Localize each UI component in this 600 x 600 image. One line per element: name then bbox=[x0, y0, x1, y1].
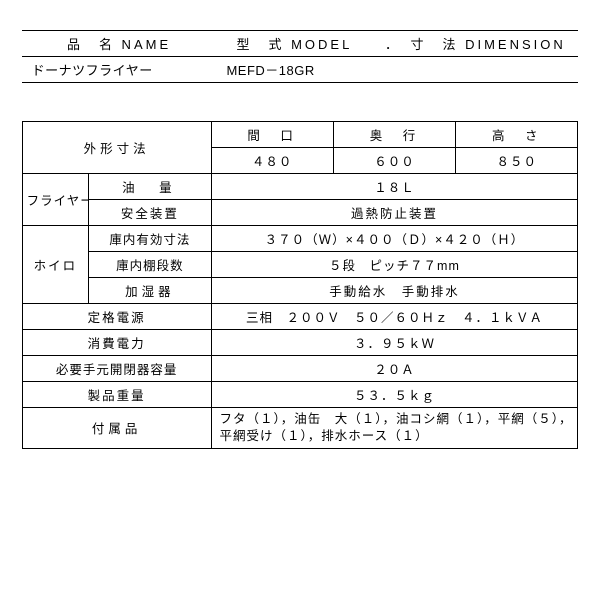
table-row: ホイロ 庫内有効寸法 ３７０（Ｗ）×４００（Ｄ）×４２０（Ｈ） bbox=[22, 226, 578, 252]
consumption-value: ３．９５ｋＷ bbox=[211, 330, 578, 356]
external-dim-label: 外形寸法 bbox=[22, 122, 211, 174]
depth-value: ６００ bbox=[333, 148, 455, 174]
internal-dim-label: 庫内有効寸法 bbox=[89, 226, 211, 252]
height-value: ８５０ bbox=[456, 148, 578, 174]
height-label: 高 さ bbox=[456, 122, 578, 148]
accessories-value: フタ（１），油缶 大（１），油コシ網（１），平網（５），平網受け（１），排水ホー… bbox=[211, 408, 578, 449]
table-row: フライヤー 油 量 １８Ｌ bbox=[22, 174, 578, 200]
table-row: 付属品 フタ（１），油缶 大（１），油コシ網（１），平網（５），平網受け（１），… bbox=[22, 408, 578, 449]
model-value: MEFD－18GR bbox=[216, 57, 578, 83]
oil-qty-label: 油 量 bbox=[89, 174, 211, 200]
breaker-label: 必要手元開閉器容量 bbox=[22, 356, 211, 382]
width-label: 間 口 bbox=[211, 122, 333, 148]
table-row: 必要手元開閉器容量 ２０Ａ bbox=[22, 356, 578, 382]
humidifier-value: 手動給水 手動排水 bbox=[211, 278, 578, 304]
safety-label: 安全装置 bbox=[89, 200, 211, 226]
oil-qty-value: １８Ｌ bbox=[211, 174, 578, 200]
model-label: 型 式 MODEL bbox=[216, 31, 372, 57]
power-label: 定格電源 bbox=[22, 304, 211, 330]
header-table: 品 名 NAME 型 式 MODEL ． 寸 法 DIMENSION ドーナツフ… bbox=[22, 30, 579, 83]
width-value: ４８０ bbox=[211, 148, 333, 174]
internal-dim-value: ３７０（Ｗ）×４００（Ｄ）×４２０（Ｈ） bbox=[211, 226, 578, 252]
table-row: 安全装置 過熱防止装置 bbox=[22, 200, 578, 226]
power-value: 三相 ２００Ｖ ５０／６０Ｈｚ ４．１ｋＶＡ bbox=[211, 304, 578, 330]
breaker-value: ２０Ａ bbox=[211, 356, 578, 382]
depth-label: 奥 行 bbox=[333, 122, 455, 148]
fryer-category: フライヤー bbox=[22, 174, 89, 226]
humidifier-label: 加湿器 bbox=[89, 278, 211, 304]
table-row: 庫内棚段数 ５段 ピッチ７７mm bbox=[22, 252, 578, 278]
table-row: 製品重量 ５３．５ｋｇ bbox=[22, 382, 578, 408]
header-value-row: ドーナツフライヤー MEFD－18GR bbox=[22, 57, 579, 83]
proofer-category: ホイロ bbox=[22, 226, 89, 304]
table-row: 定格電源 三相 ２００Ｖ ５０／６０Ｈｚ ４．１ｋＶＡ bbox=[22, 304, 578, 330]
weight-label: 製品重量 bbox=[22, 382, 211, 408]
consumption-label: 消費電力 bbox=[22, 330, 211, 356]
name-value: ドーナツフライヤー bbox=[22, 57, 217, 83]
table-row: 消費電力 ３．９５ｋＷ bbox=[22, 330, 578, 356]
table-row: 加湿器 手動給水 手動排水 bbox=[22, 278, 578, 304]
name-label: 品 名 NAME bbox=[22, 31, 217, 57]
weight-value: ５３．５ｋｇ bbox=[211, 382, 578, 408]
safety-value: 過熱防止装置 bbox=[211, 200, 578, 226]
shelves-label: 庫内棚段数 bbox=[89, 252, 211, 278]
accessories-label: 付属品 bbox=[22, 408, 211, 449]
header-label-row: 品 名 NAME 型 式 MODEL ． 寸 法 DIMENSION bbox=[22, 31, 579, 57]
table-row: 外形寸法 間 口 奥 行 高 さ bbox=[22, 122, 578, 148]
dimension-label: ． 寸 法 DIMENSION bbox=[372, 31, 578, 57]
shelves-value: ５段 ピッチ７７mm bbox=[211, 252, 578, 278]
spec-table: 外形寸法 間 口 奥 行 高 さ ４８０ ６００ ８５０ フライヤー 油 量 １… bbox=[22, 121, 579, 449]
